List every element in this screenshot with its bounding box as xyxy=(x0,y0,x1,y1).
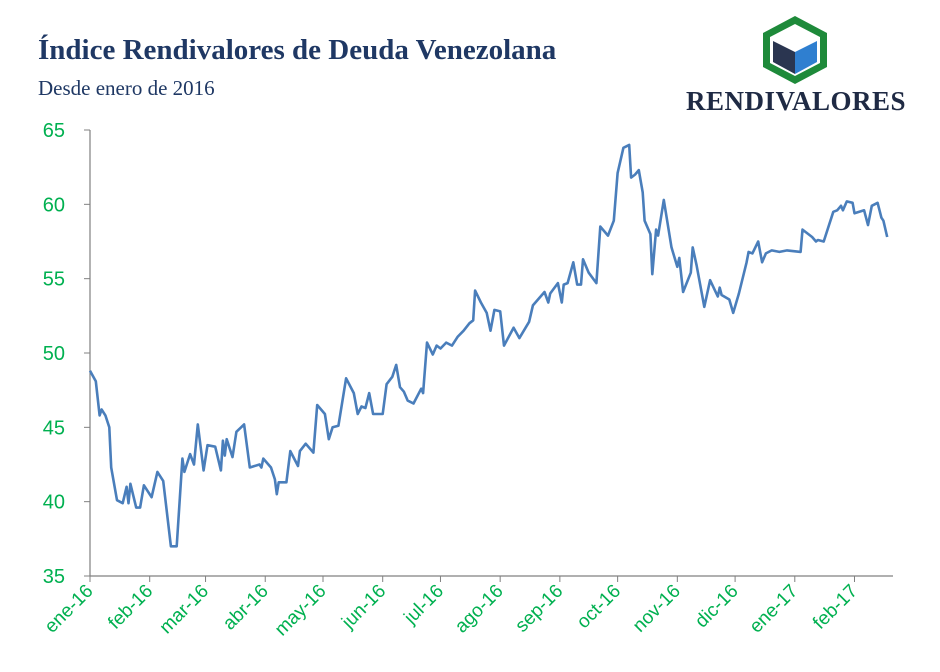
x-tick-label: dic-16 xyxy=(691,581,742,632)
chart-title: Índice Rendivalores de Deuda Venezolana xyxy=(38,34,557,66)
logo-left-face xyxy=(773,41,795,74)
x-tick-label: ene-16 xyxy=(41,581,98,638)
y-tick-label: 45 xyxy=(43,417,65,439)
y-tick-label: 35 xyxy=(43,566,65,588)
x-tick-label: ago-16 xyxy=(451,581,508,638)
x-tick-label: feb-17 xyxy=(809,581,862,634)
x-tick-label: oct-16 xyxy=(573,581,625,633)
y-tick-label: 50 xyxy=(43,343,65,365)
y-tick-label: 65 xyxy=(43,120,65,142)
x-tick-label: nov-16 xyxy=(629,581,685,637)
y-tick-label: 60 xyxy=(43,194,65,216)
brand-name: RENDIVALORES xyxy=(686,86,907,116)
logo-right-face xyxy=(795,41,817,74)
x-tick-label: mar-16 xyxy=(156,581,213,638)
x-tick-label: ene-17 xyxy=(746,581,803,638)
x-tick-label: jul-16 xyxy=(400,581,448,629)
index-series-line xyxy=(88,143,889,548)
x-tick-label: jun-16 xyxy=(337,581,390,634)
y-tick-label: 55 xyxy=(43,269,65,291)
x-tick-label: may-16 xyxy=(271,581,331,641)
y-tick-label: 40 xyxy=(43,492,65,514)
x-tick-label: abr-16 xyxy=(219,581,273,635)
x-tick-label: feb-16 xyxy=(104,581,157,634)
rendivalores-logo-icon xyxy=(763,16,827,84)
chart-subtitle: Desde enero de 2016 xyxy=(38,76,215,100)
x-tick-label: sep-16 xyxy=(511,581,567,637)
